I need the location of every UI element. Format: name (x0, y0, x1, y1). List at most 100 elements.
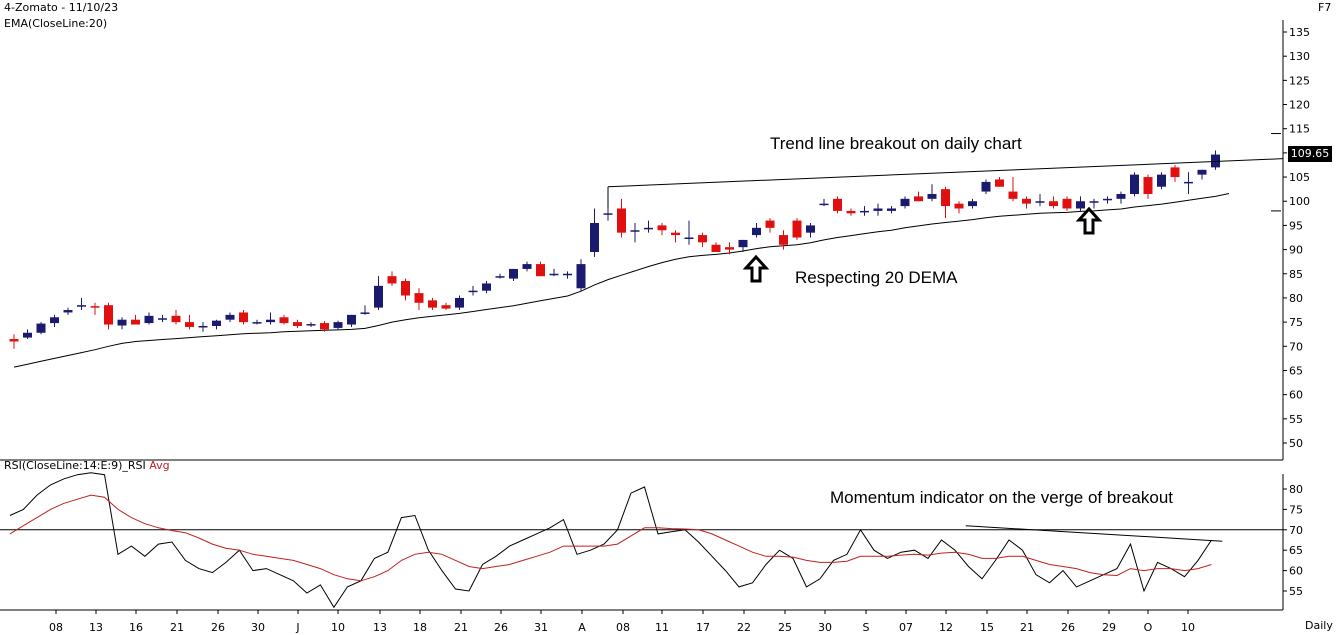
trendline-annotation: Trend line breakout on daily chart (770, 134, 1022, 153)
date-tick-label: 10 (1181, 621, 1195, 634)
candle-up (968, 201, 977, 207)
ema-20-line (13, 193, 1230, 368)
candle-up (63, 310, 73, 313)
candle-down (657, 225, 667, 231)
date-tick-label: 07 (899, 621, 913, 634)
price-tick-label: 50 (1289, 437, 1303, 450)
date-tick-label: 21 (170, 621, 184, 634)
candle-down (995, 179, 1004, 187)
candle-up (1130, 174, 1139, 194)
candle-up (347, 314, 356, 325)
momentum-annotation: Momentum indicator on the verge of break… (830, 488, 1174, 507)
date-tick-label: 11 (655, 621, 669, 634)
price-tick-label: 65 (1289, 364, 1303, 377)
candle-up (819, 203, 829, 206)
date-tick-label: J (295, 621, 299, 634)
date-tick-label: 26 (211, 621, 225, 634)
candle-down (131, 319, 140, 325)
candle-down (1062, 198, 1072, 209)
price-tick-label: 105 (1289, 171, 1310, 184)
price-tick-label: 55 (1289, 413, 1303, 426)
candle-up (266, 319, 275, 323)
ema-line-layer (13, 193, 1230, 368)
candle-down (90, 306, 100, 308)
date-tick-label: 31 (534, 621, 548, 634)
up-arrow-icon (1075, 206, 1103, 235)
price-tick-label: 125 (1289, 74, 1310, 87)
price-trendline-layer (607, 133, 1284, 212)
candle-up (252, 322, 262, 324)
date-axis: 08 13 16 21 26 30 J 10 13 18 21 26 31 A 08 11 17 22 25 30 S 0… (49, 610, 1195, 634)
candle-down (914, 196, 923, 202)
rsi-tick-label: 75 (1289, 503, 1303, 516)
candle-down (1022, 198, 1031, 204)
candle-up (752, 227, 761, 236)
candle-up (374, 285, 383, 308)
candle-up (590, 222, 599, 253)
candle-up (630, 230, 640, 232)
candle-down (792, 220, 802, 238)
price-tick-label: 85 (1289, 268, 1303, 281)
candle-up (1089, 201, 1099, 203)
candle-up (1157, 174, 1166, 187)
candle-up (927, 193, 937, 199)
price-tick-label: 90 (1289, 244, 1303, 257)
shortcut-label: F7 (1318, 1, 1332, 14)
candle-up (50, 317, 59, 324)
candle-up (576, 264, 586, 289)
candle-up (117, 319, 127, 326)
rsi-tick-label: 55 (1289, 585, 1303, 598)
candle-up (1211, 154, 1220, 168)
date-tick-label: 12 (939, 621, 953, 634)
candle-down (1008, 191, 1018, 199)
candle-down (779, 235, 788, 245)
candle-down (428, 300, 437, 308)
candle-down (104, 305, 113, 325)
candle-up (549, 273, 559, 276)
candle-up (860, 210, 869, 213)
candle-down (1143, 177, 1153, 194)
date-tick-label: 08 (616, 621, 630, 634)
candle-down (171, 315, 181, 323)
candle-down (711, 244, 721, 253)
date-tick-label: 26 (494, 621, 508, 634)
date-tick-label: 13 (373, 621, 387, 634)
price-tick-label: 135 (1289, 26, 1310, 39)
candle-up (644, 227, 653, 230)
candle-up (198, 325, 208, 328)
rsi-label: RSI(CloseLine:14:E:9)_RSI (4, 459, 146, 472)
candle-up (212, 320, 221, 326)
candle-down (617, 208, 626, 233)
candle-up (495, 276, 505, 278)
candle-up (873, 208, 883, 211)
candle-up (333, 322, 343, 328)
date-tick-label: 29 (1102, 621, 1116, 634)
candle-up (455, 297, 464, 308)
candles-layer (9, 150, 1220, 349)
price-tick-label: 80 (1289, 292, 1303, 305)
candle-down (279, 317, 289, 324)
candle-down (414, 293, 424, 303)
candle-down (765, 220, 775, 228)
date-tick-label: 22 (737, 621, 751, 634)
candle-up (981, 181, 991, 192)
candle-down (846, 210, 856, 214)
candle-up (509, 268, 518, 279)
candle-down (833, 198, 842, 211)
candle-down (185, 322, 194, 327)
rsi-tick-label: 70 (1289, 524, 1303, 537)
candle-up (468, 290, 478, 293)
candle-down (239, 312, 248, 323)
date-tick-label: 30 (251, 621, 265, 634)
candle-down (387, 276, 397, 284)
date-tick-label: 15 (980, 621, 994, 634)
candle-down (401, 281, 410, 296)
date-tick-label: 08 (49, 621, 63, 634)
date-tick-label: 21 (454, 621, 468, 634)
date-tick-label: 18 (413, 621, 427, 634)
price-tick-label: 60 (1289, 389, 1303, 402)
candle-down (441, 305, 451, 309)
candle-down (941, 189, 950, 207)
candle-up (144, 315, 154, 324)
